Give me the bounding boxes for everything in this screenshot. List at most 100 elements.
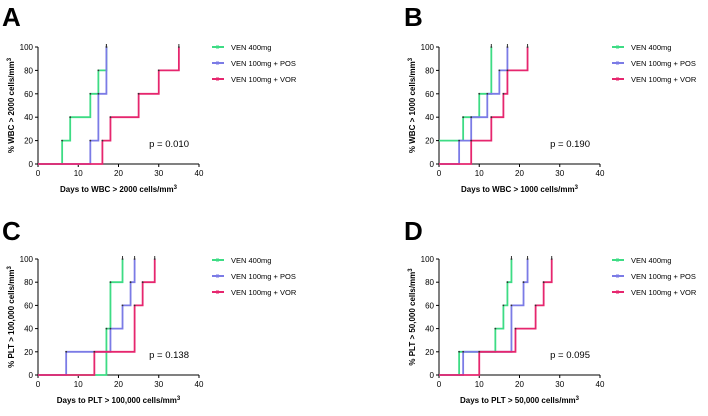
x-tick-label: 40 [195,380,204,389]
series-line-2 [439,259,553,376]
panel-a: A 0 10 20 30 40 0 20 40 60 80 100 Days to WBC > 2000… [2,2,297,194]
p-value: p = 0.190 [550,139,590,150]
legend: VEN 400mg VEN 100mg + POS VEN 100mg + VOR [212,43,297,84]
series-event-point [61,139,64,142]
x-tick-label: 30 [154,380,163,389]
series-event-point [502,304,505,307]
y-tick-label: 100 [421,43,435,52]
series-event-point [105,46,108,48]
legend-marker [616,290,619,294]
y-tick-label: 40 [24,325,33,334]
x-axis-title: Days to PLT > 100,000 cells/mm3 [57,396,181,405]
y-tick-label: 100 [20,43,34,52]
y-tick-label: 20 [24,348,33,357]
y-tick-label: 60 [24,90,33,99]
panel-letter: D [404,216,423,246]
series-event-point [137,92,140,95]
x-tick-label: 40 [195,169,204,178]
x-axis-title-superscript: 3 [575,185,579,191]
series-line-0 [38,259,124,376]
y-tick-label: 80 [24,66,33,75]
x-axis-title-superscript: 3 [174,185,178,191]
p-value: p = 0.095 [550,350,590,361]
series-event-point [89,139,92,142]
x-tick-label: 20 [515,169,524,178]
series-event-point [542,281,545,284]
series-event-point [510,304,513,307]
legend-marker [616,274,619,278]
series-event-point [133,258,136,260]
series-event-point [478,92,481,95]
series-event-point [470,139,473,142]
series-line-0 [38,47,108,165]
y-axis-title-text: % WBC > 2000 cells/mm [7,61,16,153]
series-event-point [105,327,108,330]
x-tick-label: 0 [437,169,442,178]
y-tick-label: 80 [425,66,434,75]
series-line-0 [439,47,493,142]
series-event-point [514,327,517,330]
x-axis-title-superscript: 3 [177,396,181,402]
y-axis-title-superscript: 3 [7,265,13,269]
series-event-point [490,46,493,48]
x-tick-label: 10 [475,380,484,389]
series-event-point [486,92,489,95]
series-line-1 [439,259,529,376]
series-event-point [526,46,529,48]
legend-label: VEN 400mg [231,256,271,265]
series-event-point [101,139,104,142]
series-line-0 [439,259,513,376]
legend-marker [216,61,219,65]
y-tick-label: 80 [425,278,434,287]
p-value: p = 0.010 [149,139,189,150]
series-event-point [498,69,501,72]
series-event-point [458,350,461,353]
y-axis-title-text: % WBC > 1000 cells/mm [408,61,417,153]
series-event-point [141,281,144,284]
y-axis-title: % WBC > 2000 cells/mm3 [7,57,16,153]
y-tick-label: 80 [24,278,33,287]
legend-marker [216,45,219,49]
y-axis-title-superscript: 3 [7,57,13,61]
series-line-1 [38,47,108,165]
series-event-point [177,46,180,48]
series-line-2 [38,47,180,165]
legend: VEN 400mg VEN 100mg + POS VEN 100mg + VOR [612,43,697,84]
panel-letter: A [2,2,21,32]
x-axis-title: Days to WBC > 1000 cells/mm3 [461,185,579,194]
series-event-point [97,69,100,72]
x-tick-label: 10 [74,169,83,178]
series-event-point [109,281,112,284]
series-event-point [97,92,100,95]
panel-letter: C [2,216,21,246]
legend-marker [216,77,219,81]
series-event-point [129,281,132,284]
legend-marker [216,274,219,278]
series-event-point [121,258,124,260]
series-event-point [494,327,497,330]
y-tick-label: 60 [425,301,434,310]
x-axis-title-text: Days to WBC > 1000 cells/mm [461,185,575,194]
legend-label: VEN 400mg [631,43,671,52]
y-tick-label: 40 [425,113,434,122]
x-tick-label: 10 [74,380,83,389]
y-axis-title-text: % PLT > 50,000 cells/mm [408,272,417,366]
series-event-point [502,92,505,95]
legend: VEN 400mg VEN 100mg + POS VEN 100mg + VOR [612,256,697,297]
series-event-point [65,350,68,353]
x-axis-title-text: Days to PLT > 50,000 cells/mm [460,396,576,405]
series-line-1 [439,47,509,165]
legend-label: VEN 100mg + POS [631,59,696,68]
x-tick-label: 20 [515,380,524,389]
legend-label: VEN 400mg [231,43,271,52]
x-axis-title-text: Days to WBC > 2000 cells/mm [60,185,174,194]
x-tick-label: 30 [555,380,564,389]
x-tick-label: 20 [114,380,123,389]
legend-marker [216,258,219,262]
series-event-point [506,69,509,72]
y-tick-label: 40 [425,325,434,334]
series-event-point [506,281,509,284]
y-tick-label: 0 [29,160,34,169]
series-event-point [121,304,124,307]
